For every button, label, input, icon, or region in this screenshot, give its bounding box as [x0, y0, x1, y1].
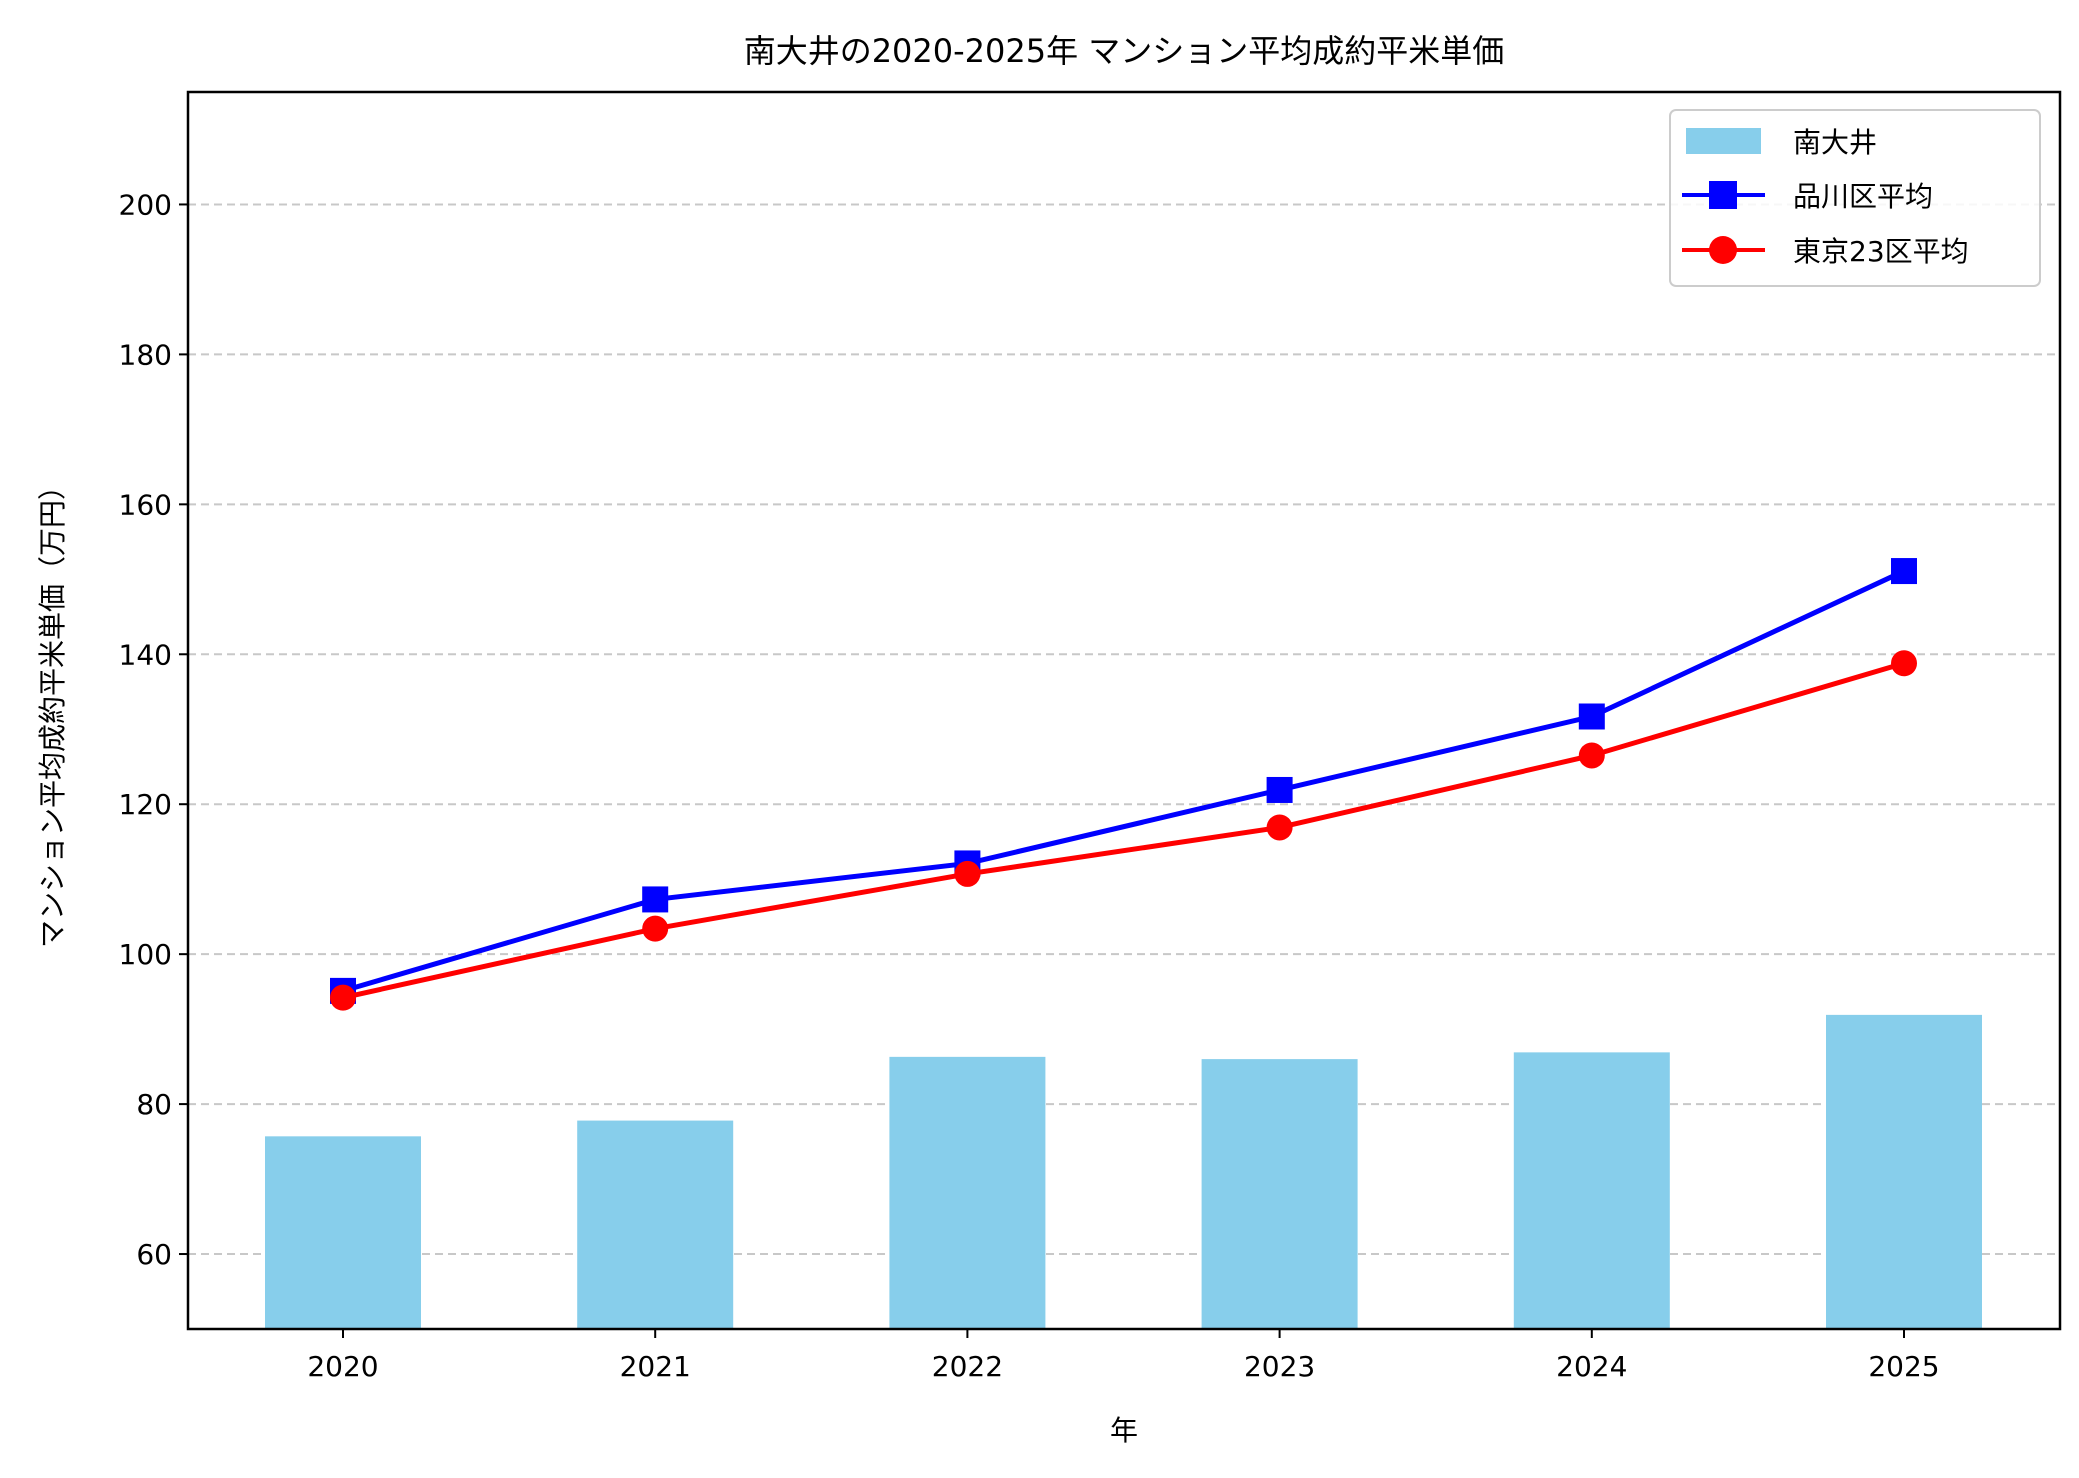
data-point-circle — [1266, 814, 1293, 841]
y-tick-label: 80 — [136, 1088, 172, 1121]
y-axis-label: マンション平均成約平米単価（万円） — [36, 472, 69, 948]
bar — [1826, 1014, 1982, 1329]
bar — [265, 1136, 421, 1329]
legend-label-minamioi: 南大井 — [1793, 126, 1877, 159]
y-tick-label: 160 — [119, 488, 172, 521]
x-tick-label: 2025 — [1868, 1350, 1939, 1383]
legend-swatch-bar — [1686, 128, 1761, 154]
y-tick-label: 200 — [119, 188, 172, 221]
data-point-square — [1891, 558, 1917, 585]
x-tick-label: 2024 — [1556, 1350, 1627, 1383]
bar — [889, 1056, 1046, 1329]
x-tick-label: 2022 — [932, 1350, 1003, 1383]
data-point-circle — [1578, 742, 1605, 769]
legend: 南大井 品川区平均 東京23区平均 — [1669, 109, 2041, 287]
legend-label-shinagawa: 品川区平均 — [1793, 180, 1933, 213]
legend-label-tokyo23: 東京23区平均 — [1793, 235, 1969, 268]
data-point-circle — [954, 860, 981, 887]
data-point-square — [1266, 776, 1293, 803]
series-line — [342, 568, 1906, 994]
x-tick-label: 2023 — [1244, 1350, 1315, 1383]
bar — [577, 1120, 734, 1329]
x-tick-label: 2020 — [307, 1350, 378, 1383]
plot-frame — [186, 90, 2062, 1331]
bar — [1513, 1052, 1670, 1329]
chart-title: 南大井の2020-2025年 マンション平均成約平米単価 — [744, 32, 1505, 70]
data-point-circle — [330, 984, 356, 1011]
y-tick-label: 180 — [119, 338, 172, 371]
data-point-square — [1578, 703, 1605, 730]
y-tick-label: 120 — [119, 788, 172, 821]
series-line — [342, 660, 1905, 1001]
data-point-circle — [642, 915, 669, 942]
data-point-circle — [1891, 650, 1917, 677]
bar — [1201, 1059, 1358, 1329]
legend-frame — [1669, 109, 2041, 287]
legend-marker-square — [1709, 181, 1737, 209]
x-tick-label: 2021 — [620, 1350, 691, 1383]
y-tick-label: 60 — [136, 1238, 172, 1271]
x-axis-label: 年 — [1110, 1414, 1138, 1447]
legend-marker-circle — [1709, 236, 1737, 264]
y-tick-label: 140 — [119, 638, 172, 671]
data-point-square — [642, 886, 669, 913]
y-tick-label: 100 — [119, 938, 172, 971]
